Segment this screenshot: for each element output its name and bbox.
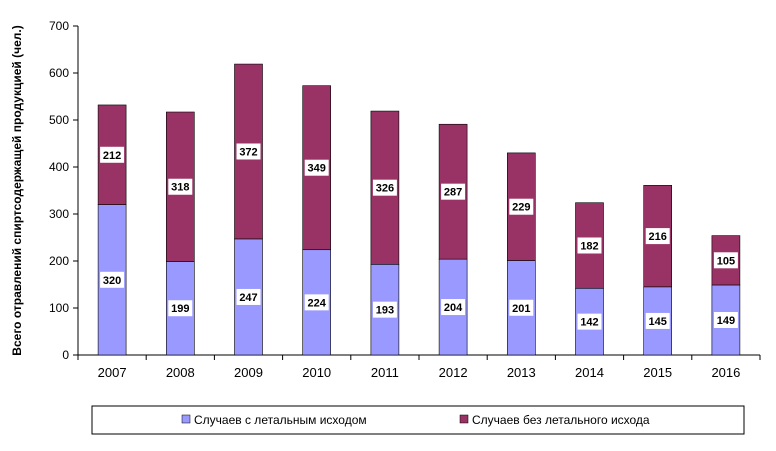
legend-swatch-lethal xyxy=(181,414,191,424)
data-label-bg xyxy=(372,179,397,196)
data-label: 320 xyxy=(103,275,121,287)
y-axis-label: Всего отравлений спиртсодержащей продукц… xyxy=(10,25,24,355)
data-label: 142 xyxy=(580,317,598,329)
x-tick-label: 2007 xyxy=(98,365,127,380)
data-label-bg xyxy=(509,198,534,215)
data-label-bg xyxy=(645,228,670,245)
data-label: 212 xyxy=(103,150,121,162)
data-label: 149 xyxy=(717,315,735,327)
legend-swatch-nonlethal xyxy=(459,414,469,424)
data-label-bg xyxy=(236,143,261,160)
y-tick-label: 200 xyxy=(49,254,69,268)
legend: Случаев с летальным исходом Случаев без … xyxy=(91,405,745,435)
data-label: 229 xyxy=(512,202,530,214)
data-label-bg xyxy=(100,271,125,288)
legend-label-lethal: Случаев с летальным исходом xyxy=(194,413,367,427)
data-label-bg xyxy=(372,301,397,318)
legend-label-nonlethal: Случаев без летального исхода xyxy=(472,413,650,427)
y-tick-label: 0 xyxy=(62,348,69,362)
x-tick-label: 2016 xyxy=(711,365,740,380)
data-label-bg xyxy=(168,178,193,195)
data-label: 193 xyxy=(376,305,394,317)
data-label: 199 xyxy=(171,303,189,315)
y-tick-label: 700 xyxy=(49,19,69,33)
data-label: 287 xyxy=(444,187,462,199)
x-tick-label: 2008 xyxy=(166,365,195,380)
data-label: 224 xyxy=(308,297,327,309)
data-label-bg xyxy=(509,299,534,316)
y-tick-label: 600 xyxy=(49,66,69,80)
data-label-bg xyxy=(441,183,466,200)
data-label: 349 xyxy=(308,163,326,175)
data-label-bg xyxy=(100,146,125,163)
x-tick-label: 2014 xyxy=(575,365,604,380)
data-label-bg xyxy=(168,300,193,317)
data-label: 204 xyxy=(444,302,463,314)
x-tick-label: 2010 xyxy=(302,365,331,380)
data-label-bg xyxy=(713,311,738,328)
x-tick-label: 2013 xyxy=(507,365,536,380)
data-label-bg xyxy=(645,312,670,329)
bars xyxy=(97,63,741,356)
x-tick-label: 2012 xyxy=(439,365,468,380)
data-label: 201 xyxy=(512,303,530,315)
data-label-bg xyxy=(304,294,329,311)
data-label-bg xyxy=(304,159,329,176)
y-tick-label: 300 xyxy=(49,207,69,221)
data-label: 182 xyxy=(580,240,598,252)
data-label: 318 xyxy=(171,182,189,194)
data-label-bg xyxy=(236,288,261,305)
data-label: 247 xyxy=(239,292,257,304)
data-labels: 320 212 199 318 247 372 224 349 193 326 204 287 201 2… xyxy=(100,143,738,330)
data-label-bg xyxy=(577,237,602,254)
x-axis: 2007 2008 2009 2010 2011 2012 2013 2014 2015 2016 xyxy=(77,354,761,380)
data-label: 216 xyxy=(649,231,667,243)
y-axis: 0 100 200 300 400 500 600 700 xyxy=(49,19,79,362)
data-label: 372 xyxy=(239,146,257,158)
data-label-bg xyxy=(441,299,466,316)
y-tick-label: 400 xyxy=(49,160,69,174)
x-tick-label: 2011 xyxy=(371,365,399,380)
data-label: 326 xyxy=(376,183,394,195)
data-label-bg xyxy=(713,252,738,269)
data-label: 105 xyxy=(717,255,735,267)
x-tick-label: 2009 xyxy=(234,365,263,380)
y-tick-label: 500 xyxy=(49,113,69,127)
data-label: 145 xyxy=(649,316,667,328)
legend-box xyxy=(91,405,745,435)
y-tick-label: 100 xyxy=(49,301,69,315)
data-label-bg xyxy=(577,313,602,330)
x-tick-label: 2015 xyxy=(643,365,672,380)
